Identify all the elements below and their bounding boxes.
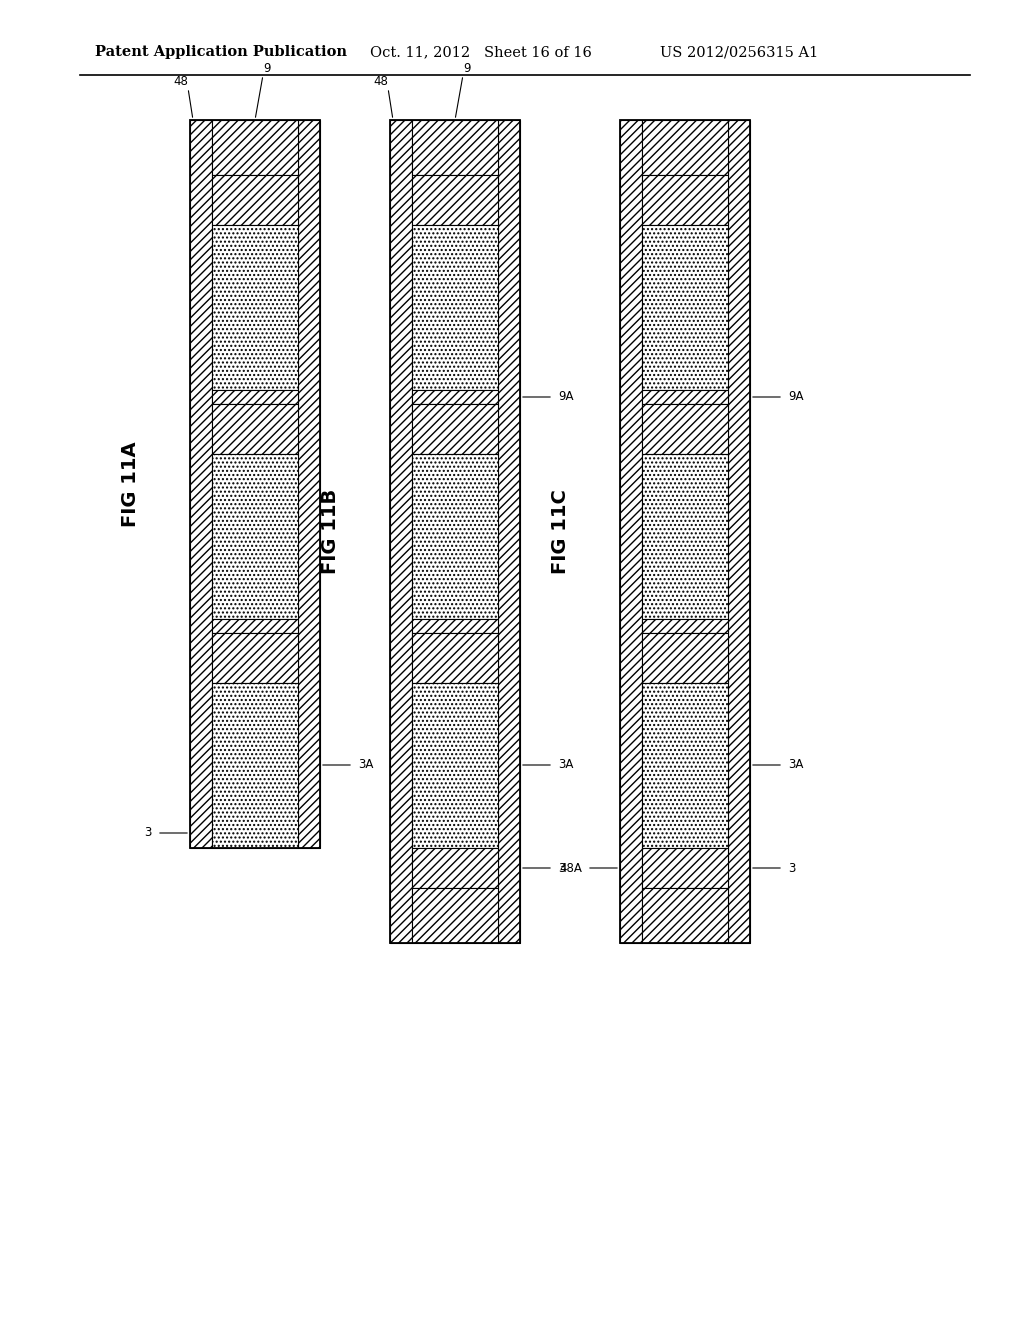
Bar	[642, 404, 728, 454]
Bar	[642, 847, 728, 888]
Bar	[412, 404, 498, 454]
Bar	[412, 224, 498, 389]
Bar	[390, 120, 412, 942]
Bar	[390, 120, 520, 942]
Bar	[642, 389, 728, 404]
Bar	[498, 120, 520, 942]
Bar	[620, 120, 750, 942]
Bar	[412, 619, 498, 634]
Text: 48: 48	[373, 75, 388, 88]
Bar	[412, 176, 498, 224]
Bar	[212, 454, 298, 619]
Bar	[412, 120, 498, 176]
Bar	[412, 389, 498, 404]
Bar	[212, 404, 298, 454]
Bar	[212, 120, 298, 176]
Bar	[412, 682, 498, 847]
Text: 9A: 9A	[788, 391, 804, 404]
Text: FIG 11A: FIG 11A	[121, 441, 139, 527]
Bar	[190, 120, 319, 847]
Text: 3: 3	[788, 862, 796, 874]
Bar	[212, 619, 298, 634]
Text: FIG 11C: FIG 11C	[551, 490, 569, 574]
Bar	[728, 120, 750, 942]
Bar	[642, 619, 728, 634]
Text: Oct. 11, 2012   Sheet 16 of 16: Oct. 11, 2012 Sheet 16 of 16	[370, 45, 592, 59]
Bar	[412, 634, 498, 682]
Bar	[212, 389, 298, 404]
Text: 3: 3	[144, 826, 152, 840]
Bar	[642, 224, 728, 389]
Bar	[212, 224, 298, 389]
Bar	[298, 120, 319, 847]
Text: 3A: 3A	[788, 759, 804, 771]
Bar	[190, 120, 212, 847]
Bar	[642, 682, 728, 847]
Bar	[642, 454, 728, 619]
Text: Patent Application Publication: Patent Application Publication	[95, 45, 347, 59]
Text: 9A: 9A	[558, 391, 573, 404]
Bar	[642, 120, 728, 176]
Bar	[212, 176, 298, 224]
Bar	[212, 634, 298, 682]
Text: FIG 11B: FIG 11B	[321, 488, 340, 574]
Bar	[412, 847, 498, 888]
Bar	[212, 682, 298, 847]
Bar	[412, 888, 498, 942]
Text: 9: 9	[463, 62, 470, 75]
Text: 48: 48	[173, 75, 188, 88]
Bar	[620, 120, 642, 942]
Text: 3A: 3A	[558, 759, 573, 771]
Text: US 2012/0256315 A1: US 2012/0256315 A1	[660, 45, 818, 59]
Text: 3A: 3A	[358, 759, 374, 771]
Bar	[642, 888, 728, 942]
Bar	[642, 634, 728, 682]
Text: 48A: 48A	[559, 862, 582, 874]
Bar	[642, 176, 728, 224]
Text: 9: 9	[263, 62, 270, 75]
Bar	[412, 454, 498, 619]
Text: 3: 3	[558, 862, 565, 874]
